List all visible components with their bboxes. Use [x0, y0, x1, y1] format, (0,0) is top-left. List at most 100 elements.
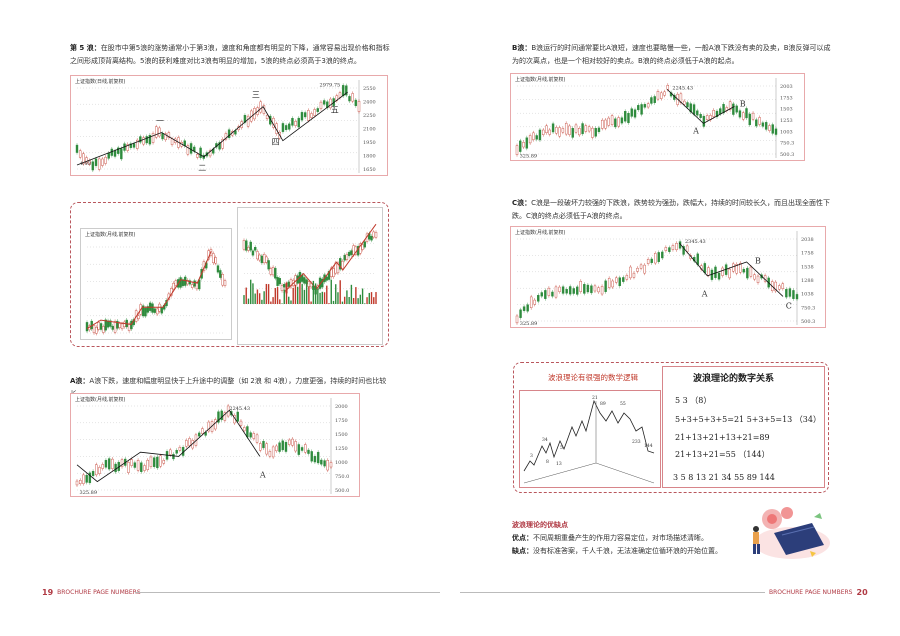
volume-bar: [299, 282, 301, 304]
math-relations-box: 波浪理论的数字关系 5 3 （8） 5+3+5+3+5=21 5+3+5=13 …: [662, 366, 825, 488]
waveA-label: A浪：: [70, 377, 90, 385]
chart-title: 上证指数(日线,前复权): [75, 79, 126, 85]
volume-bar: [272, 297, 274, 304]
y-tick-label: 1253: [780, 118, 793, 124]
candle: [558, 127, 561, 137]
candle: [170, 138, 174, 145]
waveC-description: C浪：C浪是一段破坏力较强的下跌浪，跌势较为强劲，跌幅大，持续的时间较长久，而且…: [512, 197, 832, 223]
candle: [372, 231, 375, 238]
candle: [267, 260, 270, 270]
candle: [179, 277, 182, 288]
candle: [656, 91, 660, 100]
candle: [249, 241, 252, 251]
candle: [284, 441, 288, 452]
candle: [95, 327, 98, 334]
candle: [281, 123, 285, 132]
candle: [554, 286, 558, 298]
candle: [561, 286, 565, 294]
candle: [201, 428, 204, 434]
candle: [537, 295, 540, 302]
candle: [167, 132, 171, 138]
candle: [756, 275, 760, 283]
candle: [522, 142, 525, 148]
waveB-description: B浪：B浪运行的时间通常要比A浪短，速度也要略慢一些，一般A浪下跌没有卖的及卖，…: [512, 42, 832, 68]
wave-line: [86, 251, 212, 330]
candle: [359, 243, 362, 254]
cons-label: 缺点：: [512, 547, 533, 555]
diagram-label: 89: [600, 401, 606, 407]
candle: [219, 270, 222, 278]
wave5-description: 第 5 浪：在股市中第5浪的涨势通常小于第3浪，速度和角度都有明显的下降，通常容…: [70, 42, 390, 68]
wave-label: 四: [272, 138, 280, 147]
candle: [300, 447, 304, 451]
candle: [181, 279, 185, 287]
candle: [323, 460, 326, 467]
candle: [774, 128, 778, 135]
candle: [522, 306, 526, 311]
candle: [660, 92, 663, 99]
candle: [643, 264, 646, 274]
candle: [193, 280, 196, 287]
candle: [130, 320, 133, 330]
candle: [155, 126, 158, 138]
candle: [158, 127, 161, 137]
candle: [604, 119, 607, 129]
candle: [275, 445, 278, 452]
candle: [95, 464, 98, 476]
candle: [728, 101, 732, 110]
candle: [629, 266, 632, 279]
candle: [607, 117, 610, 126]
candle: [149, 456, 153, 467]
candle: [548, 129, 551, 135]
candle: [101, 158, 104, 166]
wave-label: A: [692, 127, 699, 136]
candle: [310, 451, 313, 462]
volume-bar: [294, 284, 297, 304]
footer-divider: [135, 592, 440, 593]
candle: [161, 133, 164, 140]
candle: [291, 438, 294, 446]
candle: [259, 101, 262, 113]
candle: [297, 117, 300, 128]
candle: [705, 115, 709, 120]
candle: [532, 132, 535, 140]
candle: [319, 101, 323, 109]
candle: [195, 282, 199, 290]
candle: [97, 322, 100, 330]
candle: [785, 289, 788, 298]
page-number: 20: [856, 588, 868, 597]
candle: [696, 253, 699, 265]
volume-bar: [332, 300, 335, 304]
chart-canvas: 2038 1758 1538 1288 1038 750.3 500.3 325.89 2345…: [515, 231, 815, 327]
candle: [551, 291, 554, 297]
candle: [607, 278, 611, 288]
candle: [246, 115, 250, 127]
candle: [143, 465, 146, 471]
candle: [139, 136, 142, 143]
candle: [316, 451, 320, 464]
candle: [345, 85, 348, 96]
candle: [336, 262, 340, 274]
diagram-label: 21: [592, 395, 598, 401]
volume-bar: [279, 299, 281, 304]
candle: [307, 449, 310, 454]
candle: [702, 115, 706, 127]
candle: [120, 148, 123, 160]
candle: [288, 439, 291, 445]
candle: [610, 115, 614, 125]
candle: [141, 305, 145, 317]
wave-label: 三: [252, 91, 260, 100]
candle: [316, 108, 320, 112]
candle: [329, 98, 332, 109]
candle: [339, 258, 342, 270]
candle: [640, 104, 643, 115]
candle: [753, 274, 756, 280]
candle: [576, 286, 579, 295]
candle: [653, 96, 656, 104]
pros-cons-title: 波浪理论的优缺点: [512, 521, 568, 529]
candle: [579, 281, 582, 292]
candle: [196, 154, 199, 158]
candle: [224, 133, 228, 140]
candle: [151, 303, 154, 313]
